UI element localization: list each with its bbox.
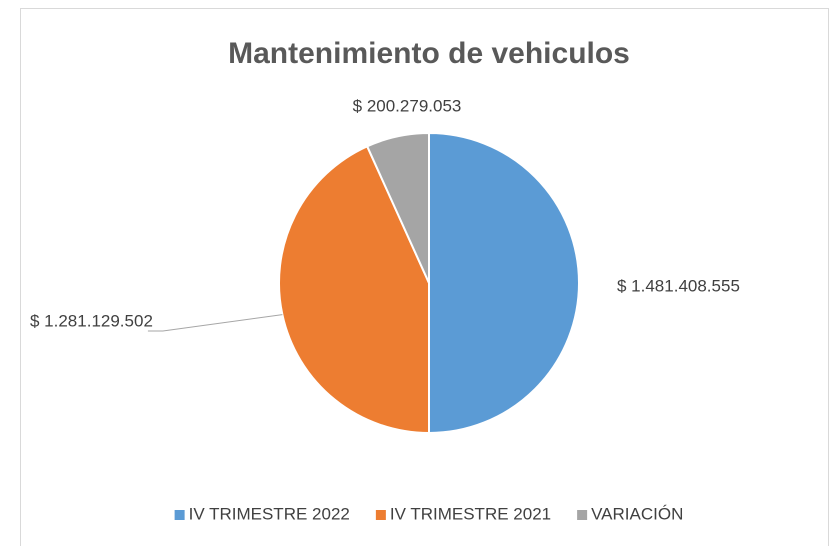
legend-label: IV TRIMESTRE 2021 xyxy=(390,504,551,523)
legend-swatch xyxy=(577,510,588,520)
chart-title: Mantenimiento de vehiculos xyxy=(228,37,630,70)
legend-swatch xyxy=(174,510,185,520)
data-label: $ 1.481.408.555 xyxy=(617,276,740,295)
data-label: $ 1.281.129.502 xyxy=(30,311,153,330)
leader-line xyxy=(147,314,283,332)
legend-swatch xyxy=(375,510,386,520)
legend-label: IV TRIMESTRE 2022 xyxy=(189,504,350,523)
pie-slice xyxy=(428,131,580,435)
legend-label: VARIACIÓN xyxy=(591,504,683,523)
data-label: $ 200.279.053 xyxy=(353,96,462,115)
pie-slice xyxy=(365,131,430,284)
